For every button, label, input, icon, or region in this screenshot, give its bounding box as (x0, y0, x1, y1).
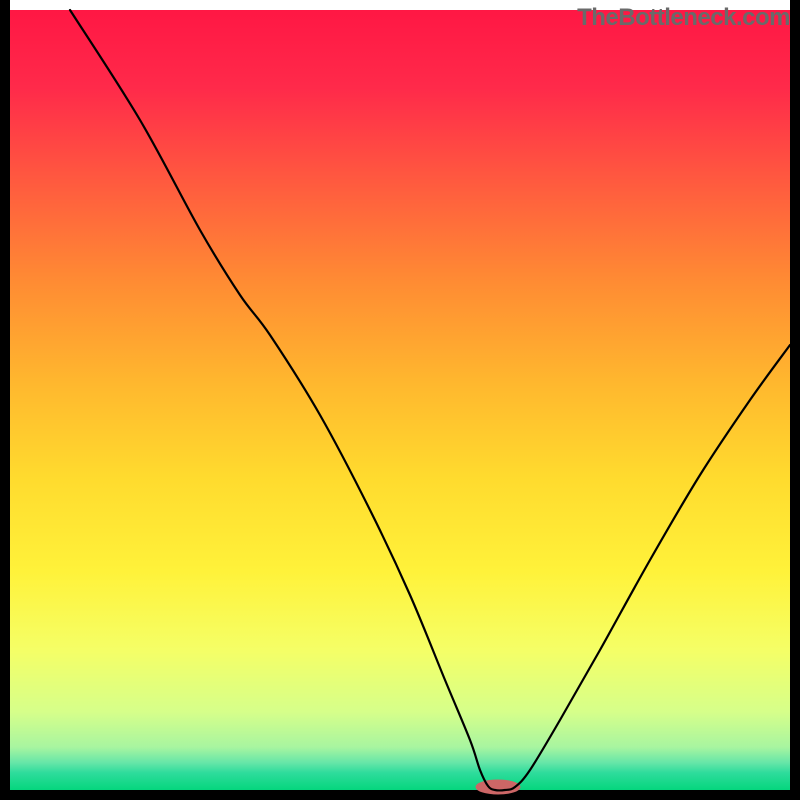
watermark-text: TheBottleneck.com (577, 4, 790, 32)
bottleneck-chart: TheBottleneck.com (0, 0, 800, 800)
frame-bottom (0, 790, 800, 800)
frame-right (790, 0, 800, 800)
chart-svg (0, 0, 800, 800)
gradient-background (10, 10, 790, 790)
frame-left (0, 0, 10, 800)
